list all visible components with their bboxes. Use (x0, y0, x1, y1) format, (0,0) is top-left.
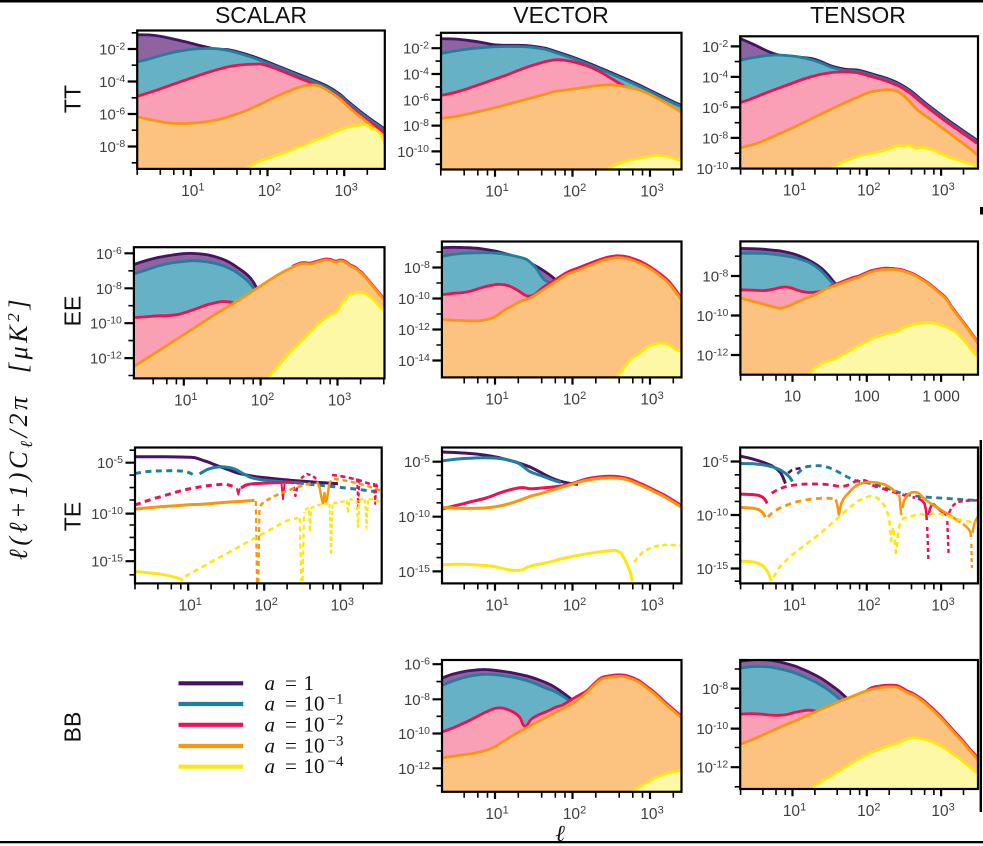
svg-text:ℓ: ℓ (555, 821, 565, 846)
svg-text:TE: TE (60, 502, 86, 531)
svg-text:a=10−1: a = 10 −1 (265, 692, 344, 716)
svg-text:EE: EE (60, 296, 86, 327)
svg-text:a=10−2: a = 10 −2 (265, 712, 344, 736)
svg-text:TENSOR: TENSOR (810, 2, 906, 28)
svg-text:ℓ(ℓ+1)Cℓ/2π [μK2]: ℓ(ℓ+1)Cℓ/2π [μK2] (4, 296, 36, 560)
svg-text:1 000: 1 000 (922, 389, 960, 406)
svg-text:TT: TT (60, 85, 86, 113)
svg-text:a=10−3: a = 10 −3 (265, 734, 344, 758)
svg-text:SCALAR: SCALAR (215, 2, 307, 28)
svg-text:a=1: a = 1 (265, 671, 315, 695)
svg-text:VECTOR: VECTOR (513, 2, 608, 28)
svg-text:10-15: 10-15 (91, 553, 123, 571)
svg-text:100: 100 (854, 389, 880, 406)
svg-text:a=10−4: a = 10 −4 (265, 754, 344, 778)
svg-text:10: 10 (784, 389, 802, 406)
svg-text:BB: BB (60, 712, 86, 743)
